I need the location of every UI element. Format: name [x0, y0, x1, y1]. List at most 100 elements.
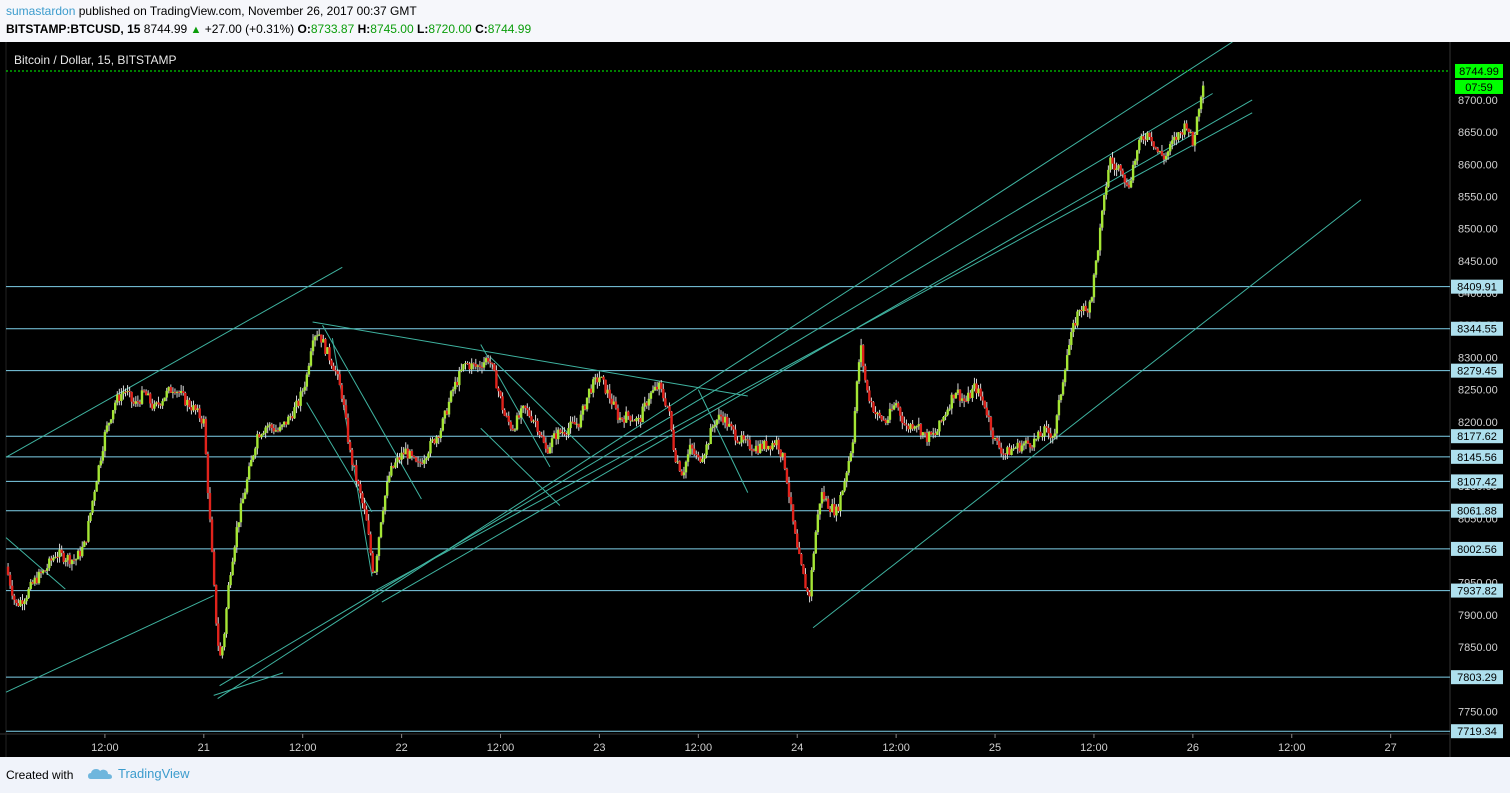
level-tag: 8061.88	[1457, 506, 1497, 518]
candle-body	[60, 549, 63, 553]
candle-body	[54, 556, 57, 558]
candle-body	[796, 533, 799, 548]
trend-line	[5, 595, 214, 693]
candle-body	[116, 394, 119, 403]
candle-body	[99, 460, 102, 466]
candle-body	[1032, 438, 1036, 448]
candle-body	[425, 458, 428, 460]
level-tag: 8002.56	[1457, 544, 1497, 556]
candle-body	[235, 527, 238, 548]
candle-body	[74, 559, 78, 561]
candle-body	[736, 440, 739, 443]
candle-body	[515, 415, 519, 430]
author-link[interactable]: sumastardon	[6, 4, 76, 18]
level-tag-bg	[1451, 429, 1503, 444]
price-tick: 7850.00	[1458, 642, 1498, 654]
candle-body	[313, 336, 317, 341]
candle-body	[1152, 141, 1155, 147]
candle-body	[699, 457, 702, 462]
candle-body	[402, 452, 405, 455]
candle-body	[173, 391, 177, 393]
candle-body	[754, 445, 758, 452]
candle-body	[929, 431, 933, 435]
candle-body	[122, 391, 125, 394]
candle-body	[602, 376, 605, 380]
candle-body	[971, 388, 974, 398]
candle-body	[670, 411, 673, 430]
candle-body	[1123, 174, 1127, 183]
candle-body	[219, 645, 222, 656]
candle-body	[1166, 151, 1170, 157]
candle-body	[381, 510, 385, 523]
candle-body	[17, 603, 20, 606]
candle-body	[1189, 132, 1192, 134]
candle-body	[48, 558, 51, 569]
candle-body	[1000, 447, 1003, 454]
candle-body	[258, 434, 261, 438]
candle-body	[882, 419, 885, 421]
candle-body	[408, 450, 412, 459]
candle-body	[1201, 85, 1205, 97]
candle-body	[324, 339, 327, 354]
candle-body	[552, 433, 556, 439]
candle-body	[315, 335, 319, 337]
candle-body	[282, 421, 286, 425]
candle-body	[810, 570, 813, 597]
candle-body	[765, 440, 768, 450]
candle-body	[441, 418, 445, 431]
candle-body	[311, 340, 315, 352]
candle-body	[793, 521, 797, 534]
price-chart[interactable]: 8700.00 8650.00 8600.00 8550.00 8500.00 8450.…	[0, 41, 1510, 757]
candle-body	[839, 495, 842, 511]
candle-body	[967, 392, 970, 402]
candle-body	[1185, 123, 1188, 129]
tradingview-brand[interactable]: TradingView	[118, 766, 190, 781]
candle-body	[686, 454, 690, 462]
candle-body	[573, 422, 576, 425]
candle-body	[1156, 148, 1160, 152]
candle-body	[130, 391, 133, 402]
last-price-tag-bg	[1455, 63, 1503, 78]
candle-body	[596, 377, 599, 383]
price-tick: 8450.00	[1458, 256, 1498, 268]
candle-body	[1105, 186, 1108, 195]
candle-body	[93, 491, 96, 501]
candle-body	[550, 438, 554, 448]
candle-body	[581, 405, 585, 415]
candle-body	[1117, 165, 1120, 169]
candle-body	[542, 436, 545, 443]
candle-body	[923, 432, 927, 434]
level-tag-bg	[1451, 724, 1503, 739]
tradingview-logo[interactable]: TradingView	[88, 766, 190, 781]
candle-body	[600, 376, 603, 378]
candle-body	[730, 423, 733, 427]
candle-body	[995, 437, 999, 441]
candle-body	[886, 419, 890, 423]
candle-body	[50, 558, 53, 561]
candle-body	[758, 443, 762, 453]
chart-panel[interactable]: 8700.00 8650.00 8600.00 8550.00 8500.00 8450.…	[0, 41, 1510, 757]
candle-body	[161, 401, 164, 406]
level-tag-bg	[1451, 279, 1503, 294]
candle-body	[379, 522, 383, 538]
candle-body	[779, 449, 782, 457]
candle-body	[921, 432, 925, 436]
candle-body	[521, 405, 525, 409]
candle-body	[1028, 443, 1032, 448]
candle-body	[155, 402, 158, 405]
candle-body	[1177, 132, 1180, 140]
candle-body	[861, 345, 865, 367]
candle-body	[56, 556, 59, 558]
candle-body	[577, 423, 581, 428]
candle-body	[662, 388, 665, 399]
candle-body	[470, 363, 473, 370]
candle-body	[509, 421, 513, 429]
candle-body	[829, 508, 832, 513]
candle-body	[808, 591, 811, 597]
candle-body	[1010, 449, 1013, 455]
candle-body	[76, 550, 80, 560]
candle-body	[719, 414, 723, 417]
candle-body	[270, 424, 274, 428]
candle-body	[285, 421, 288, 425]
candle-body	[703, 454, 706, 459]
